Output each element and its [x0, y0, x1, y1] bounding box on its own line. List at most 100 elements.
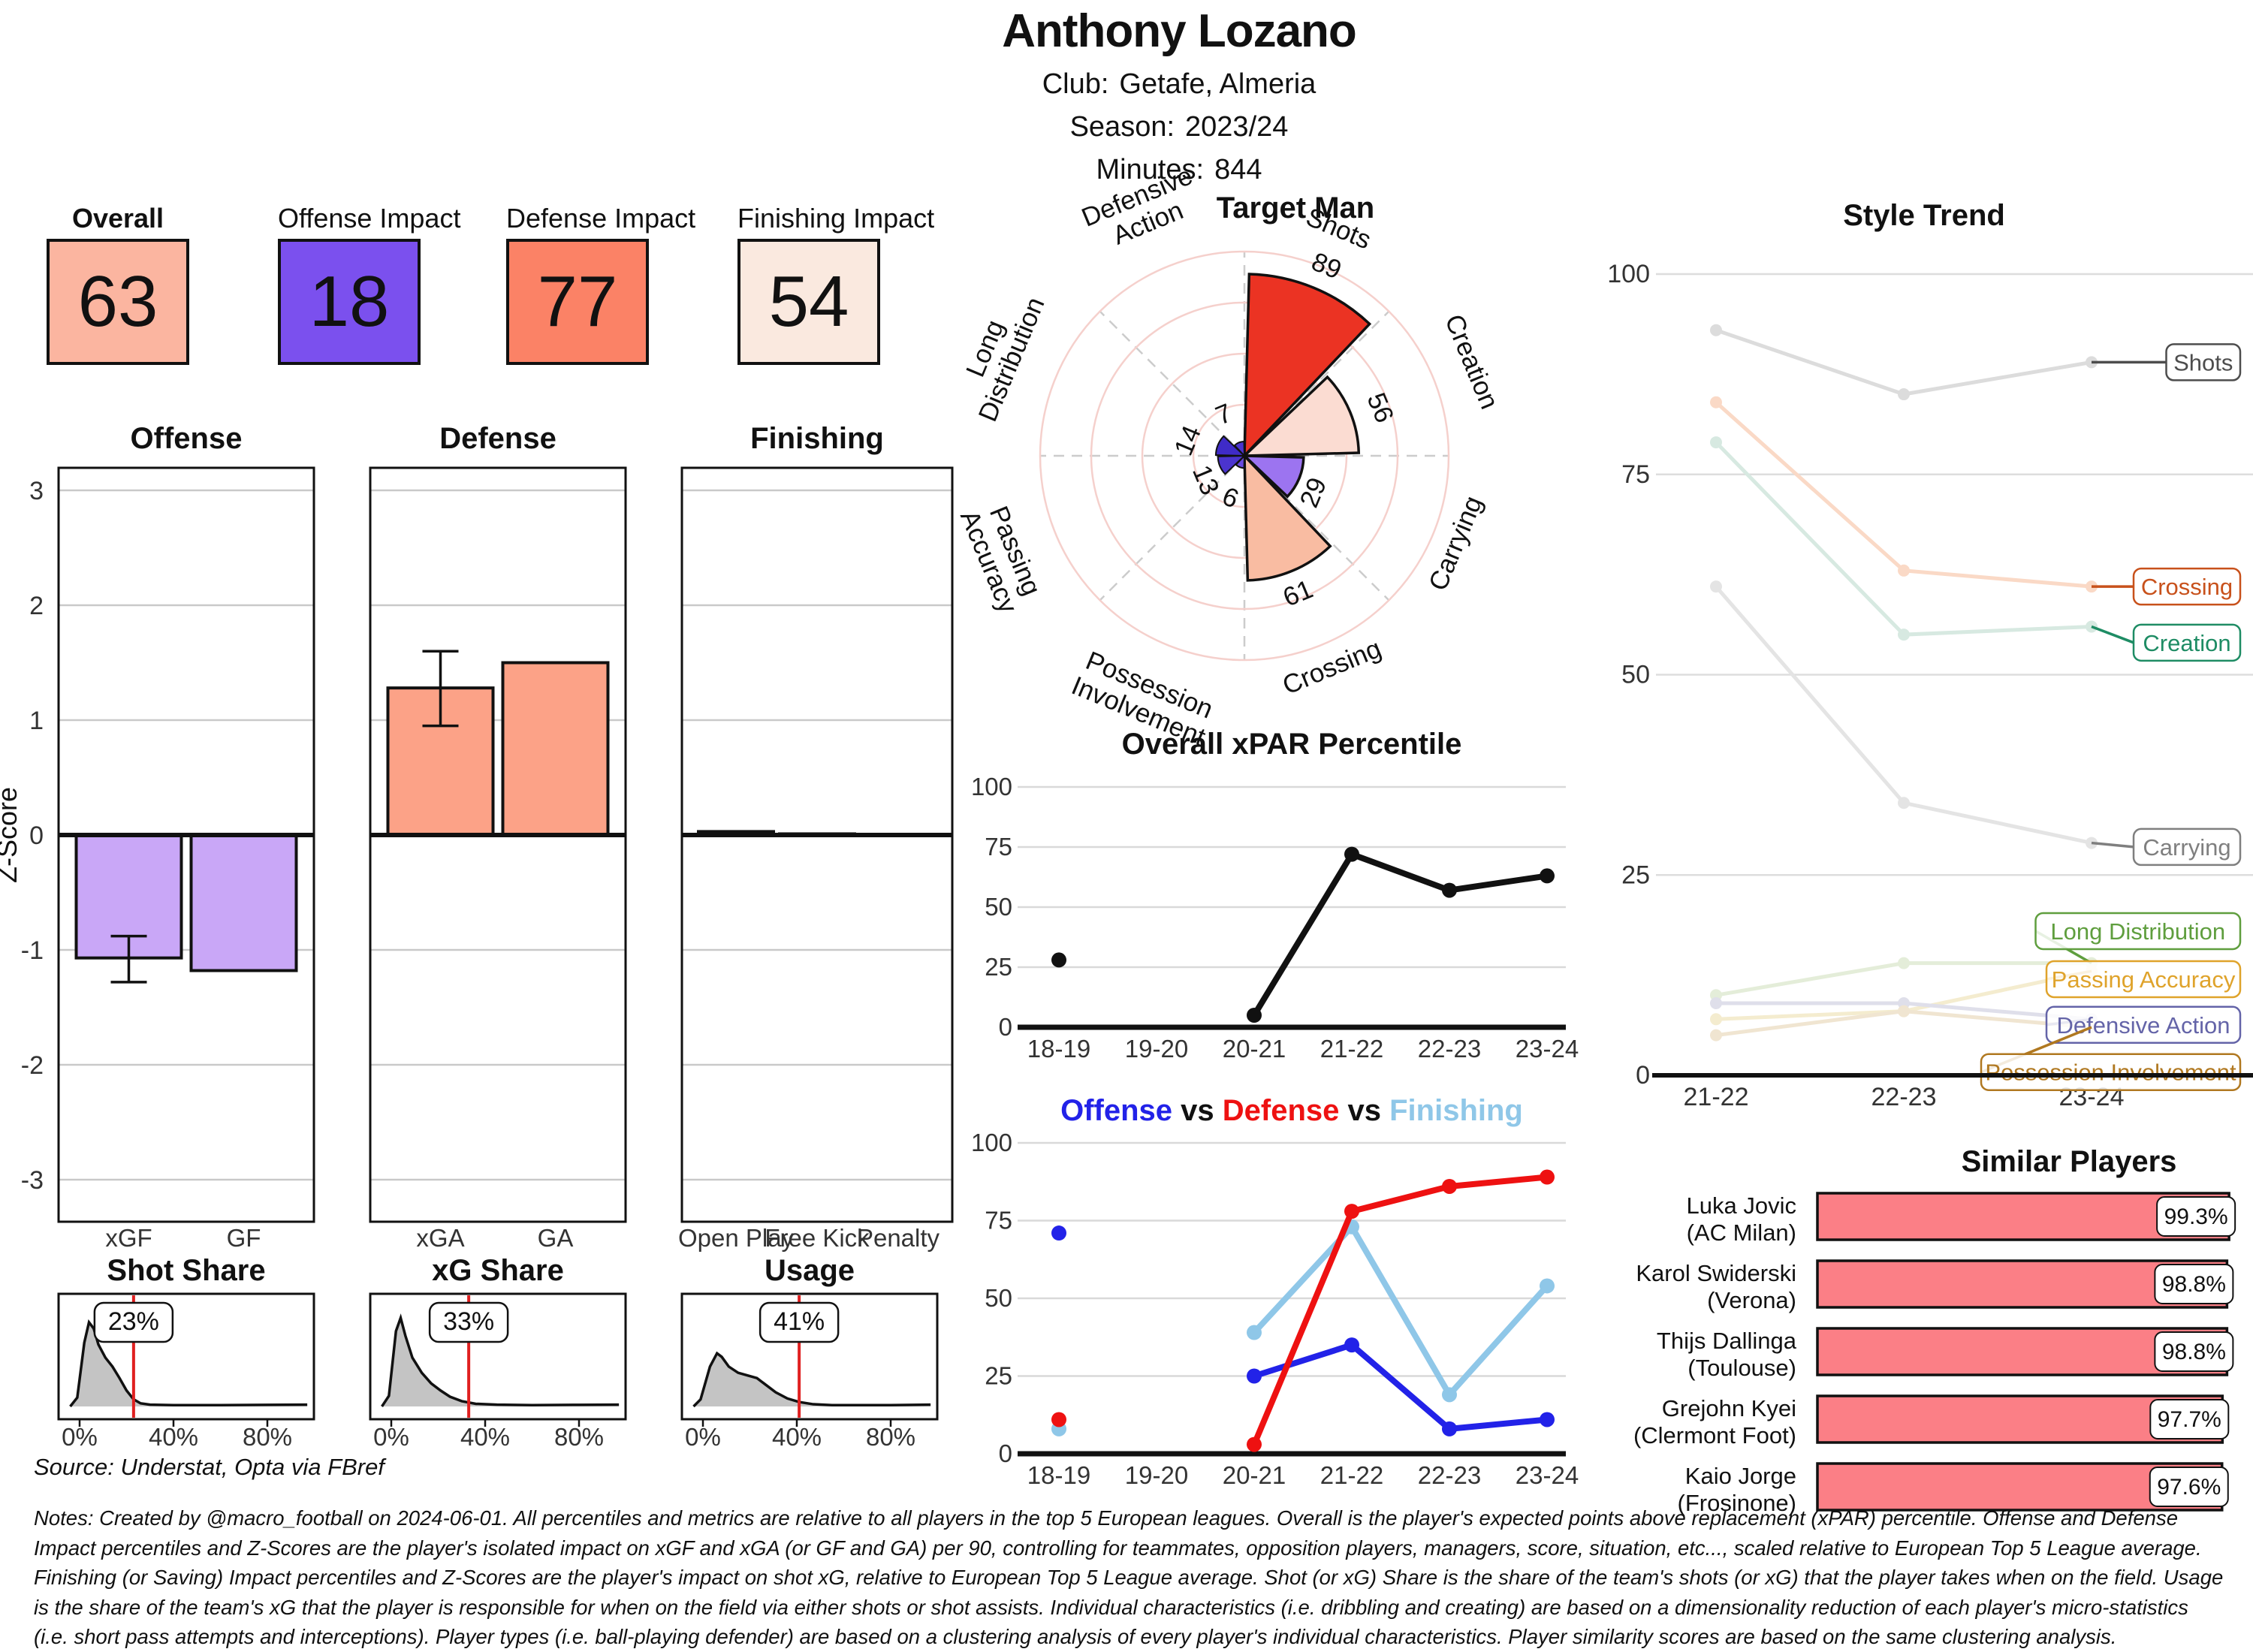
y-tick: 100 — [971, 1129, 1012, 1156]
series-point — [1540, 1412, 1555, 1427]
stat-value: 18 — [309, 261, 390, 342]
y-tick: -2 — [21, 1051, 44, 1080]
panel-title: Defense — [439, 422, 556, 455]
x-tick: 23-24 — [1516, 1035, 1579, 1063]
series-point — [1898, 629, 1910, 641]
y-tick: 100 — [1607, 260, 1650, 288]
title-part: vs — [1339, 1094, 1389, 1127]
marker-label: 41% — [774, 1307, 825, 1336]
stat-card-finishing-impact: Finishing Impact 54 — [737, 201, 934, 365]
label-connector — [2091, 841, 2134, 849]
series-finishing — [1051, 1219, 1555, 1436]
bar-ga — [501, 661, 610, 837]
player-row-kaio-jorge: Kaio Jorge(Frosinone) 97.6% — [1678, 1462, 2229, 1516]
x-tick: 40% — [772, 1423, 822, 1451]
series-point — [1051, 952, 1066, 968]
polar-spoke — [1099, 310, 1245, 457]
polar-spoke — [1099, 455, 1245, 601]
y-axis-title: Z-Score — [0, 787, 23, 883]
similarity-value: 97.7% — [2158, 1407, 2221, 1432]
y-tick: -1 — [21, 936, 44, 965]
x-tick: 23-24 — [1516, 1461, 1579, 1489]
x-tick: 18-19 — [1027, 1461, 1090, 1489]
player-row-karol-swiderski: Karol Swiderski(Verona) 98.8% — [1636, 1259, 2234, 1313]
x-tick: 80% — [554, 1423, 604, 1451]
player-club: (Toulouse) — [1687, 1355, 1796, 1381]
series-point — [1710, 1029, 1722, 1042]
season-label: Season: — [1069, 111, 1175, 143]
series-label: Crossing — [2141, 574, 2233, 600]
series-point — [1710, 996, 1722, 1009]
chart-title: Similar Players — [1962, 1145, 2177, 1178]
x-tick: Free Kick — [765, 1224, 870, 1252]
x-tick: 21-22 — [1320, 1461, 1383, 1489]
y-tick: 1 — [29, 707, 44, 735]
axis-label-line: Creation — [1439, 310, 1504, 413]
stat-box: 63 — [47, 239, 189, 365]
axis-label: LongDistribution — [946, 282, 1050, 426]
series-point — [1051, 1412, 1066, 1427]
density-fill — [693, 1353, 931, 1406]
series-point — [1710, 580, 1722, 593]
density-curve — [692, 1351, 931, 1408]
stat-label: Overall — [71, 203, 164, 234]
y-tick: 75 — [985, 1207, 1012, 1234]
y-tick: 75 — [1621, 460, 1650, 489]
series-label-box — [2045, 1005, 2242, 1045]
marker-label-box — [759, 1301, 840, 1343]
wedge-value: 13 — [1187, 461, 1225, 499]
series-carrying — [1710, 580, 2098, 849]
x-tick: 21-22 — [1684, 1083, 1749, 1111]
series-point — [1344, 1337, 1359, 1353]
chart-title: Style Trend — [1843, 199, 2005, 232]
series-label-box — [2132, 623, 2242, 662]
title-part: Defense — [1223, 1094, 1340, 1127]
series-point — [1898, 388, 1910, 401]
player-name: Thijs Dallinga — [1657, 1328, 1797, 1354]
axis-label-line: Crossing — [1278, 634, 1386, 701]
similarity-value: 97.6% — [2157, 1475, 2221, 1500]
title-part: vs — [1172, 1094, 1223, 1127]
panel-title: Finishing — [750, 422, 884, 455]
x-tick: 0% — [373, 1423, 409, 1451]
series-label-box — [2165, 343, 2242, 381]
x-tick: 0% — [62, 1423, 98, 1451]
series-label: Carrying — [2143, 834, 2230, 861]
series-point — [1051, 1225, 1066, 1241]
player-club: (Frosinone) — [1678, 1490, 1797, 1516]
series-label: Passing Accuracy — [2052, 966, 2236, 993]
y-tick: 2 — [29, 592, 44, 620]
series-label-box — [1980, 1053, 2242, 1091]
club-line: Club: Getafe, Almeria — [766, 68, 1592, 101]
series-line — [1251, 1174, 1548, 1446]
similarity-value: 99.3% — [2164, 1204, 2228, 1229]
series-point — [1442, 1387, 1457, 1403]
axis-label: Creation — [1439, 310, 1504, 413]
wedge-shots — [1243, 273, 1372, 460]
polar-ring — [1039, 250, 1450, 662]
similarity-label-box — [2149, 1399, 2230, 1439]
series-point — [1710, 324, 1722, 336]
density-fill — [382, 1318, 620, 1406]
wedge-crossing — [1243, 452, 1332, 582]
series-line — [1715, 400, 2092, 589]
x-tick: GF — [227, 1224, 261, 1252]
series-label-box — [2132, 828, 2242, 867]
polar-spoke — [1244, 310, 1390, 457]
x-tick: 19-20 — [1125, 1461, 1188, 1489]
y-tick: 100 — [971, 773, 1012, 800]
stat-box: 77 — [506, 239, 649, 365]
player-row-grejohn-kyei: Grejohn Kyei(Clermont Foot) 97.7% — [1633, 1394, 2230, 1449]
y-tick: 0 — [999, 1439, 1012, 1467]
series-label: Creation — [2143, 630, 2230, 656]
source-text: Source: Understat, Opta via FBref — [34, 1454, 385, 1480]
x-tick: 22-23 — [1418, 1035, 1481, 1063]
series-point — [1710, 396, 1722, 408]
series-label: Defensive Action — [2057, 1012, 2230, 1039]
x-tick: 0% — [685, 1423, 721, 1451]
series-point — [1540, 1278, 1555, 1294]
density-curve — [69, 1319, 308, 1408]
polar-ring — [1192, 403, 1297, 508]
